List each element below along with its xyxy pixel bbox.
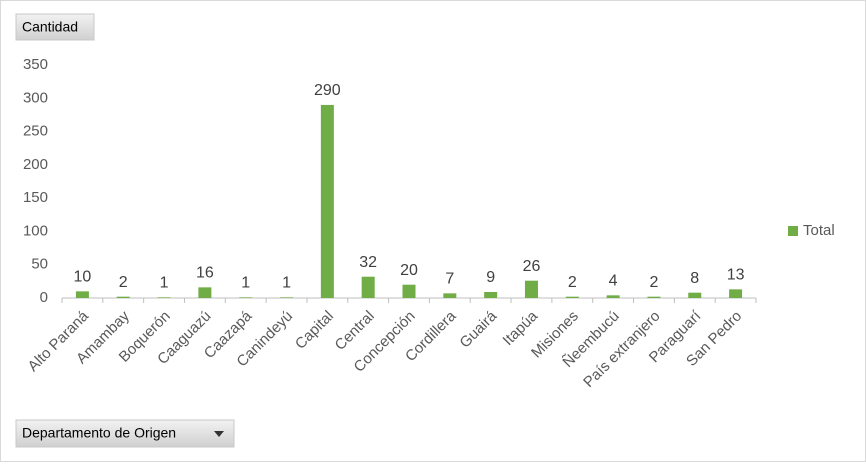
y-field-button[interactable]: Cantidad <box>15 13 95 41</box>
button-background <box>15 419 235 448</box>
y-tick-label: 50 <box>31 256 48 273</box>
y-tick-label: 150 <box>23 189 48 206</box>
y-axis-title: Cantidad <box>22 19 78 35</box>
data-label: 9 <box>486 269 495 286</box>
bar <box>647 296 661 298</box>
bar <box>484 292 498 298</box>
data-label: 1 <box>160 275 169 292</box>
data-label: 1 <box>241 275 250 292</box>
data-label: 7 <box>445 271 454 288</box>
legend-swatch <box>788 226 798 236</box>
data-label: 2 <box>119 274 128 291</box>
bar <box>524 280 538 298</box>
bar <box>157 297 171 298</box>
data-label: 290 <box>314 82 341 99</box>
bar <box>443 293 457 298</box>
bar <box>320 104 334 298</box>
y-tick-label: 200 <box>23 156 48 173</box>
data-label: 26 <box>523 258 541 275</box>
bar <box>75 291 89 298</box>
bar <box>729 289 743 298</box>
data-label: 10 <box>74 269 92 286</box>
bar <box>565 296 579 298</box>
bar <box>402 284 416 298</box>
y-tick-label: 250 <box>23 123 48 140</box>
data-label: 16 <box>196 265 214 282</box>
data-label: 20 <box>400 262 418 279</box>
button-background <box>15 13 95 41</box>
bar <box>116 296 130 298</box>
bar <box>361 276 375 298</box>
bar <box>688 292 702 298</box>
data-label: 2 <box>568 274 577 291</box>
bar <box>280 297 294 298</box>
dropdown-arrow <box>214 431 224 437</box>
bar <box>198 287 212 298</box>
data-label: 1 <box>282 275 291 292</box>
data-label: 4 <box>609 273 618 290</box>
bar <box>606 295 620 298</box>
x-axis-title: Departamento de Origen <box>22 425 176 441</box>
bar <box>239 297 253 298</box>
data-label: 2 <box>649 274 658 291</box>
y-tick-label: 0 <box>40 289 48 306</box>
x-field-button[interactable]: Departamento de Origen <box>15 419 235 448</box>
data-label: 13 <box>727 267 745 284</box>
y-tick-label: 100 <box>23 222 48 239</box>
legend-label: Total <box>803 222 835 239</box>
y-tick-label: 300 <box>23 89 48 106</box>
y-tick-label: 350 <box>23 56 48 73</box>
data-label: 8 <box>690 270 699 287</box>
data-label: 32 <box>359 254 377 271</box>
